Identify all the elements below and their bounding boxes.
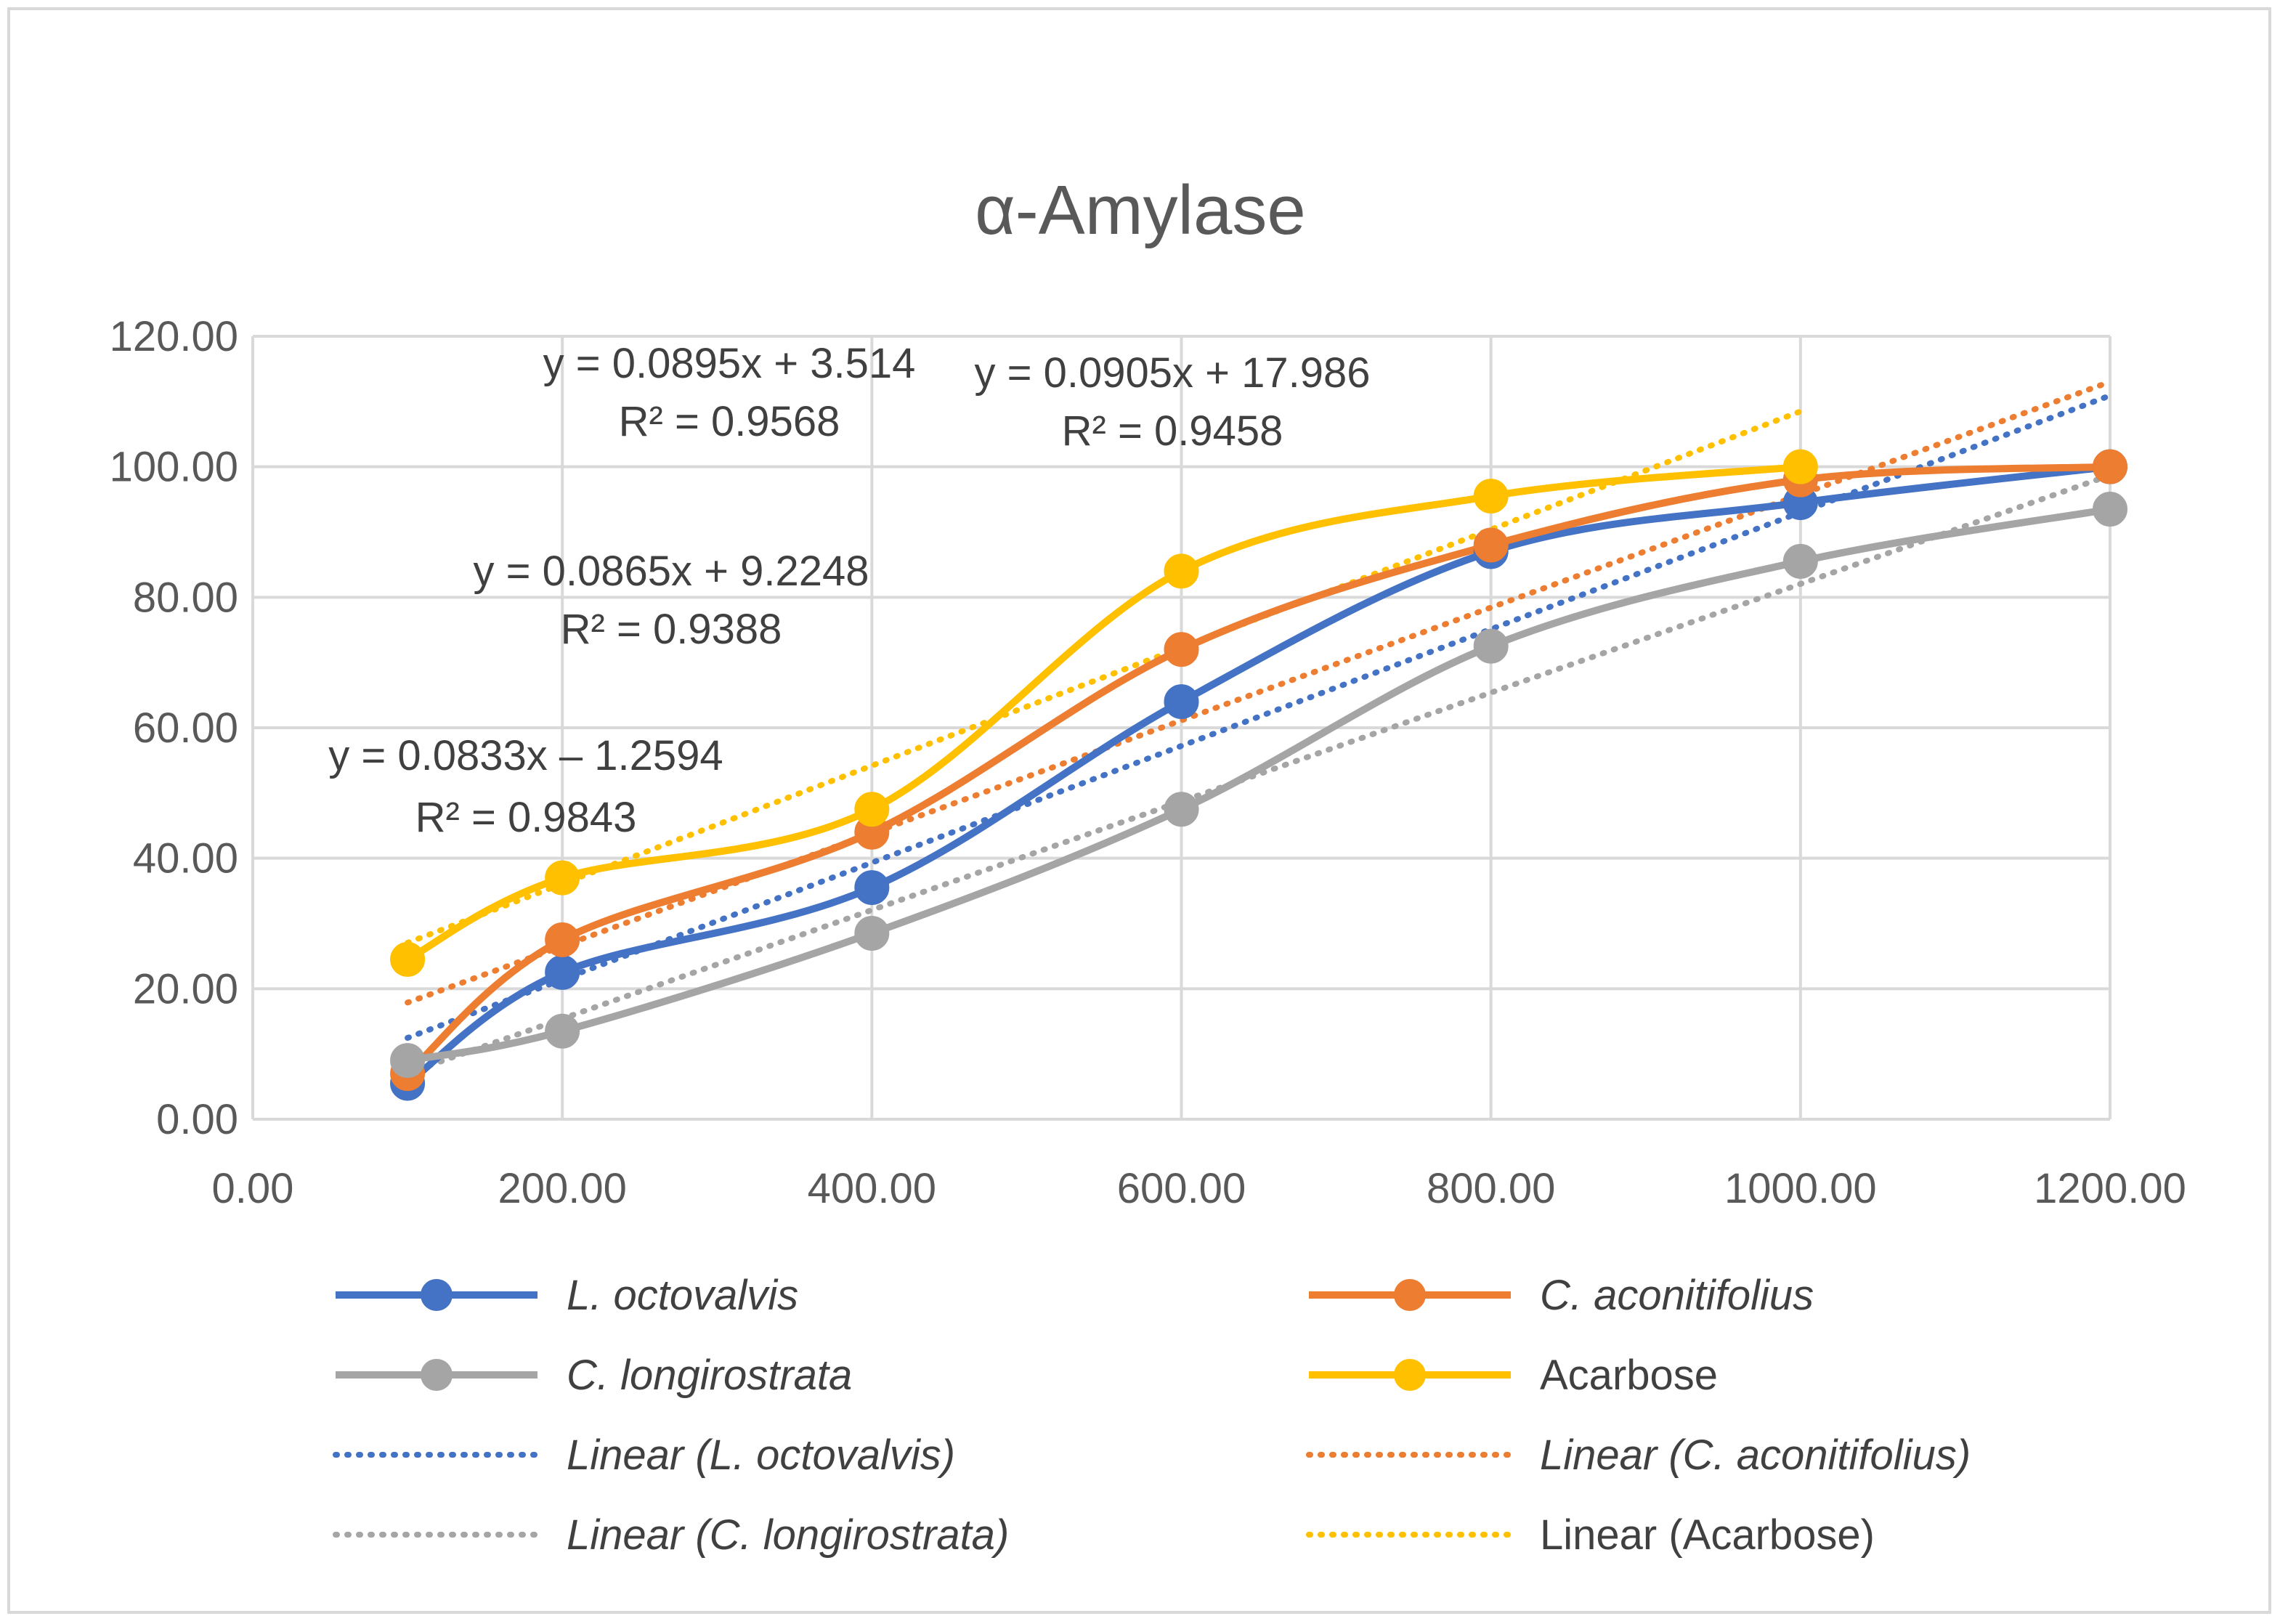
data-point <box>1164 553 1199 589</box>
legend: L. octovalvis C. aconitifolius C. longiros… <box>333 1272 1971 1559</box>
trendlines <box>405 378 2113 1076</box>
trendline <box>405 408 1804 946</box>
trendline-r-squared: R² = 0.9388 <box>561 606 782 653</box>
x-tick-label: 1000.00 <box>1724 1165 1877 1212</box>
data-point <box>854 915 890 951</box>
trendline-r-squared: R² = 0.9568 <box>619 398 840 445</box>
y-tick-label: 0.00 <box>156 1096 238 1143</box>
x-tick-label: 1200.00 <box>2034 1165 2186 1212</box>
data-point <box>545 1013 580 1049</box>
chart-frame <box>7 7 2271 1614</box>
chart-title: α-Amylase <box>975 171 1306 249</box>
x-tick-label: 0.00 <box>212 1165 294 1212</box>
trendline <box>405 378 2113 1006</box>
trendline-equation: y = 0.0833x – 1.2594 <box>328 732 723 779</box>
legend-label: Acarbose <box>1540 1352 1718 1399</box>
data-point <box>1782 543 1818 579</box>
legend-label: Linear (C. aconitifolius) <box>1540 1432 1971 1479</box>
data-point <box>390 1043 426 1079</box>
trendline-equation: y = 0.0865x + 9.2248 <box>474 548 869 595</box>
data-point <box>1782 449 1818 484</box>
legend-marker <box>1394 1279 1426 1311</box>
data-point <box>390 941 426 977</box>
data-point <box>1164 684 1199 720</box>
legend-label: C. longirostrata <box>567 1352 852 1399</box>
legend-label: Linear (Acarbose) <box>1540 1511 1875 1559</box>
axis-tick-labels: 0.00 20.00 40.00 60.00 80.00 100.00 120.00 0.00… <box>110 313 2186 1212</box>
data-point <box>1164 632 1199 667</box>
legend-label: C. aconitifolius <box>1540 1272 1814 1319</box>
y-tick-label: 40.00 <box>133 835 238 882</box>
legend-label: Linear (C. longirostrata) <box>567 1511 1009 1559</box>
data-point <box>1473 527 1509 563</box>
trendline-r-squared: R² = 0.9843 <box>415 794 637 841</box>
y-tick-label: 20.00 <box>133 965 238 1012</box>
data-point <box>545 860 580 896</box>
data-point <box>2093 492 2127 527</box>
data-point <box>854 792 890 827</box>
y-tick-label: 60.00 <box>133 705 238 752</box>
data-point <box>545 922 580 957</box>
trendline <box>405 392 2113 1042</box>
data-point <box>545 954 580 990</box>
series-markers <box>390 449 2127 1101</box>
legend-marker <box>421 1359 453 1391</box>
trendline-equations: y = 0.0895x + 3.514 R² = 0.9568 y = 0.0905… <box>328 340 1370 841</box>
x-tick-label: 400.00 <box>808 1165 936 1212</box>
y-tick-label: 100.00 <box>110 444 238 491</box>
trendline-r-squared: R² = 0.9458 <box>1062 407 1283 455</box>
legend-label: L. octovalvis <box>567 1272 798 1319</box>
x-tick-label: 800.00 <box>1427 1165 1555 1212</box>
data-point <box>2093 449 2127 484</box>
series-line <box>405 463 1801 963</box>
trendline-equation: y = 0.0895x + 3.514 <box>543 340 916 387</box>
x-tick-label: 200.00 <box>498 1165 626 1212</box>
data-point <box>1473 479 1509 514</box>
y-tick-label: 120.00 <box>110 313 238 360</box>
y-tick-label: 80.00 <box>133 574 238 621</box>
legend-marker <box>1394 1359 1426 1391</box>
legend-label: Linear (L. octovalvis) <box>567 1432 955 1479</box>
data-point <box>1473 628 1509 664</box>
data-point <box>854 870 890 906</box>
x-tick-label: 600.00 <box>1117 1165 1246 1212</box>
legend-marker <box>421 1279 453 1311</box>
trendline-equation: y = 0.0905x + 17.986 <box>975 349 1371 397</box>
trendline <box>405 472 2113 1076</box>
data-point <box>1164 792 1199 827</box>
